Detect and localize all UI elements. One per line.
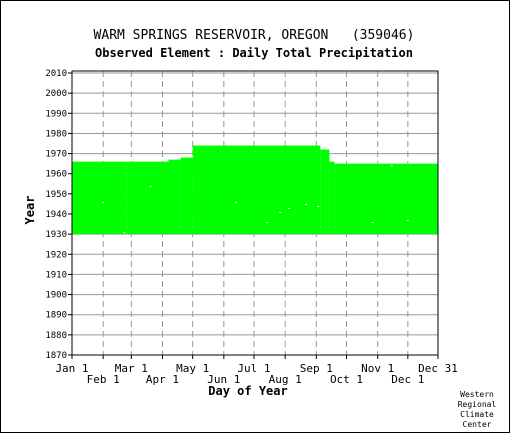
missing-day-8 <box>288 207 291 209</box>
y-axis-label: Year <box>23 196 37 225</box>
chart-title: WARM SPRINGS RESERVOIR, OREGON (359046) <box>94 28 415 43</box>
missing-day-5 <box>234 201 237 203</box>
x-tick-label-jul-1: Jul 1 <box>237 362 270 375</box>
missing-day-4 <box>191 155 194 157</box>
coverage-block-4 <box>180 157 193 235</box>
credit-line-4: Center <box>463 420 492 429</box>
y-tick-label-1930: 1930 <box>45 230 67 240</box>
y-tick-label-1890: 1890 <box>45 311 67 321</box>
missing-day-6 <box>266 222 269 224</box>
y-tick-label-1970: 1970 <box>45 150 67 160</box>
missing-day-3 <box>149 185 152 187</box>
x-tick-label-sep-1: Sep 1 <box>300 362 333 375</box>
x-tick-label-may-1: May 1 <box>176 362 209 375</box>
y-tick-label-1940: 1940 <box>45 210 67 220</box>
missing-day-12 <box>390 165 393 167</box>
credit-line-1: Western <box>460 390 494 399</box>
coverage-block-3 <box>168 159 181 235</box>
missing-day-7 <box>279 211 282 213</box>
y-tick-label-2010: 2010 <box>45 69 67 79</box>
x-tick-label-jun-1: Jun 1 <box>207 373 240 386</box>
coverage-block-5 <box>192 145 321 235</box>
plot-border <box>71 70 439 356</box>
data-coverage <box>72 145 438 235</box>
coverage-block-7 <box>329 161 335 235</box>
missing-day-2 <box>123 232 126 234</box>
coverage-block-8 <box>334 163 438 235</box>
x-tick-label-apr-1: Apr 1 <box>146 373 179 386</box>
coverage-block-1 <box>72 161 127 235</box>
y-tick-label-2000: 2000 <box>45 89 67 99</box>
missing-day-10 <box>317 205 320 207</box>
chart-subtitle: Observed Element : Daily Total Precipita… <box>95 46 413 60</box>
x-axis-label: Day of Year <box>208 384 287 398</box>
y-tick-label-1880: 1880 <box>45 331 67 341</box>
missing-day-13 <box>406 220 409 222</box>
y-tick-label-1960: 1960 <box>45 170 67 180</box>
x-tick-label-jan-1: Jan 1 <box>55 362 88 375</box>
x-tick-label-nov-1: Nov 1 <box>361 362 394 375</box>
x-tick-label-dec-31: Dec 31 <box>418 362 458 375</box>
x-tick-label-dec-1: Dec 1 <box>391 373 424 386</box>
missing-day-9 <box>305 203 308 205</box>
axes: 1870 1880 1890 1900 1910 1920 1930 1940 1950 1960… <box>45 69 458 386</box>
y-tick-label-1910: 1910 <box>45 270 67 280</box>
coverage-block-2 <box>126 161 169 235</box>
y-tick-label-1920: 1920 <box>45 250 67 260</box>
credit-line-3: Climate <box>460 410 494 419</box>
y-tick-label-1950: 1950 <box>45 190 67 200</box>
y-tick-label-1990: 1990 <box>45 109 67 119</box>
x-tick-label-feb-1: Feb 1 <box>87 373 120 386</box>
y-tick-label-1900: 1900 <box>45 291 67 301</box>
credit-line-2: Regional <box>458 400 497 409</box>
x-tick-label-aug-1: Aug 1 <box>269 373 302 386</box>
x-tick-label-oct-1: Oct 1 <box>330 373 363 386</box>
y-tick-label-1980: 1980 <box>45 129 67 139</box>
coverage-block-6 <box>320 149 330 235</box>
missing-day-1 <box>102 201 105 203</box>
missing-day-11 <box>371 222 374 224</box>
y-tick-label-1870: 1870 <box>45 351 67 361</box>
x-tick-label-mar-1: Mar 1 <box>115 362 148 375</box>
